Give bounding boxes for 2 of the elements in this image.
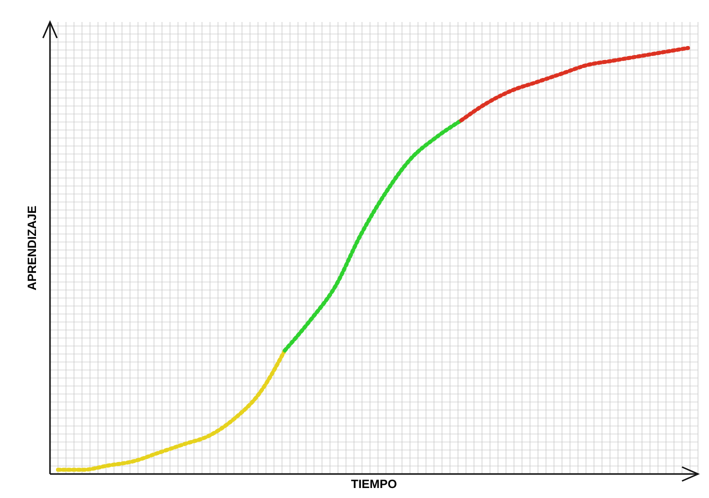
x-axis-title: TIEMPO <box>350 477 398 491</box>
y-axis-title: APRENDIZAJE <box>25 206 39 290</box>
